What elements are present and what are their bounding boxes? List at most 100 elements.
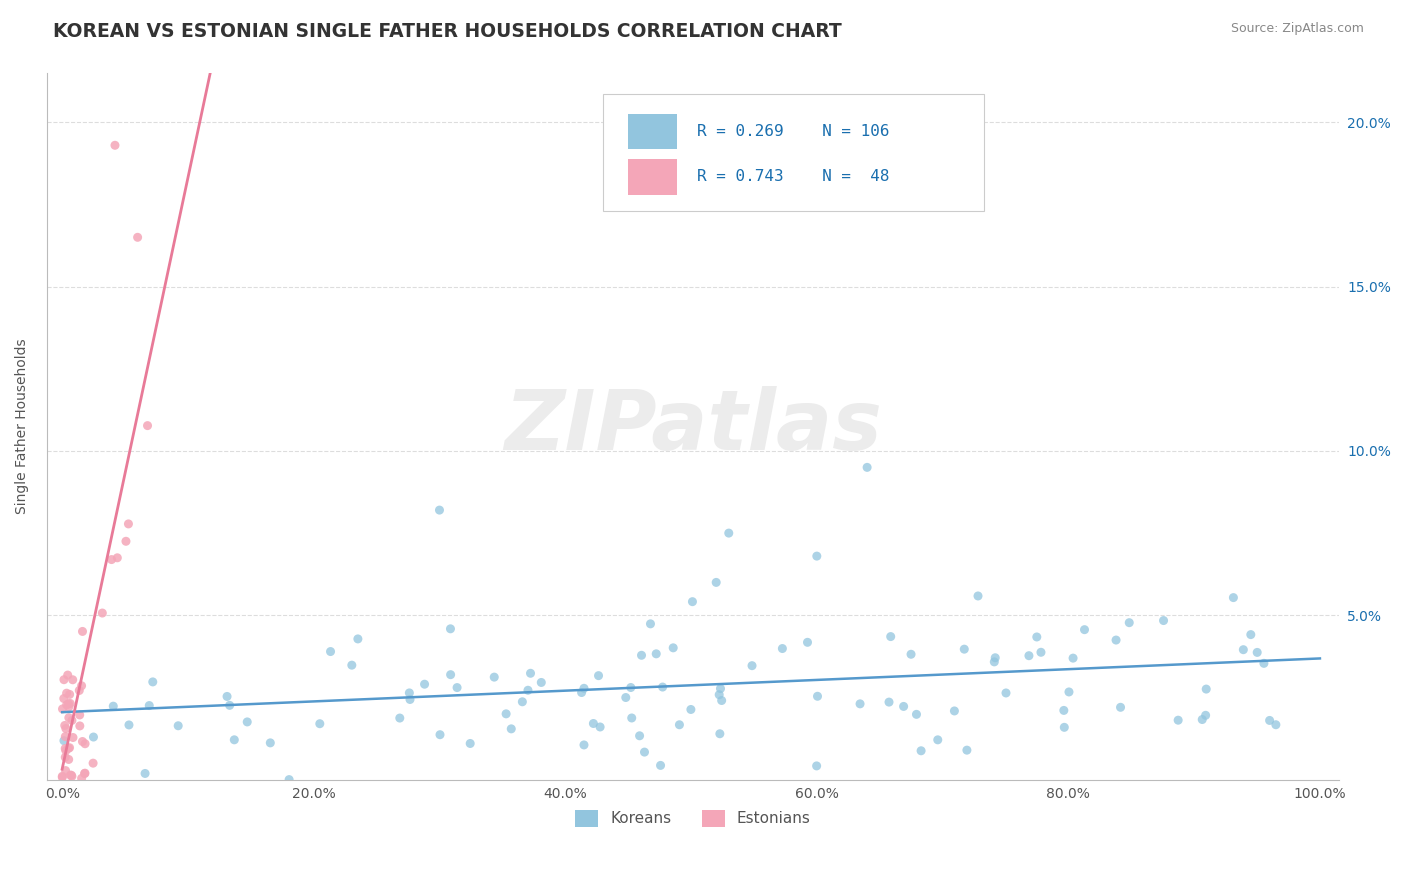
Point	[51, 770, 73, 784]
Point	[104, 138, 127, 153]
Point	[1240, 627, 1263, 641]
Point	[662, 640, 685, 655]
Point	[512, 695, 534, 709]
Point	[439, 622, 461, 636]
Point	[640, 616, 662, 631]
Point	[55, 722, 77, 736]
Point	[55, 686, 77, 700]
Point	[53, 730, 76, 744]
Point	[709, 688, 731, 702]
Point	[1053, 703, 1076, 717]
Point	[796, 635, 818, 649]
Point	[62, 731, 84, 745]
Point	[681, 595, 703, 609]
Point	[1191, 713, 1213, 727]
Point	[115, 534, 138, 549]
Point	[856, 460, 879, 475]
Point	[709, 727, 731, 741]
Point	[1025, 630, 1047, 644]
Point	[138, 698, 160, 713]
Point	[218, 698, 240, 713]
FancyBboxPatch shape	[628, 114, 678, 149]
Point	[588, 668, 610, 682]
Point	[388, 711, 411, 725]
Point	[52, 691, 75, 706]
Point	[60, 769, 83, 783]
Point	[53, 750, 76, 764]
Point	[62, 673, 84, 687]
Point	[519, 666, 541, 681]
Point	[995, 686, 1018, 700]
Point	[53, 718, 76, 732]
Point	[679, 702, 702, 716]
Point	[118, 718, 141, 732]
Point	[1029, 645, 1052, 659]
Point	[59, 768, 82, 782]
Point	[52, 733, 75, 747]
Point	[259, 736, 281, 750]
Point	[1246, 645, 1268, 659]
Point	[55, 744, 77, 758]
Point	[1195, 682, 1218, 697]
Point	[645, 647, 668, 661]
Point	[67, 683, 90, 698]
Point	[582, 716, 605, 731]
Point	[1253, 657, 1275, 671]
Point	[1194, 708, 1216, 723]
Point	[650, 758, 672, 772]
Point	[806, 549, 828, 563]
Point	[943, 704, 966, 718]
Point	[413, 677, 436, 691]
Point	[58, 740, 80, 755]
Point	[278, 772, 301, 787]
Point	[1062, 651, 1084, 665]
Point	[58, 697, 80, 711]
Point	[1118, 615, 1140, 630]
Point	[877, 695, 900, 709]
Point	[517, 683, 540, 698]
Point	[984, 650, 1007, 665]
Point	[893, 699, 915, 714]
Point	[58, 741, 80, 756]
Text: R = 0.743    N =  48: R = 0.743 N = 48	[697, 169, 890, 185]
Point	[770, 641, 793, 656]
Point	[710, 693, 733, 707]
Point	[530, 675, 553, 690]
Point	[59, 697, 82, 711]
Point	[709, 681, 731, 696]
Point	[1057, 685, 1080, 699]
Text: KOREAN VS ESTONIAN SINGLE FATHER HOUSEHOLDS CORRELATION CHART: KOREAN VS ESTONIAN SINGLE FATHER HOUSEHO…	[53, 22, 842, 41]
Point	[136, 418, 159, 433]
Point	[59, 687, 82, 701]
Point	[900, 647, 922, 661]
Y-axis label: Single Father Households: Single Father Households	[15, 338, 30, 514]
Point	[105, 550, 128, 565]
Point	[1109, 700, 1132, 714]
Point	[651, 680, 673, 694]
Point	[668, 718, 690, 732]
Point	[572, 681, 595, 696]
Point	[399, 692, 422, 706]
Point	[70, 772, 93, 786]
Point	[69, 719, 91, 733]
Point	[347, 632, 370, 646]
Point	[308, 716, 330, 731]
Point	[82, 756, 104, 771]
Point	[55, 764, 77, 778]
Point	[614, 690, 637, 705]
Point	[91, 606, 114, 620]
Point	[905, 707, 928, 722]
FancyBboxPatch shape	[603, 95, 984, 211]
Point	[70, 679, 93, 693]
Point	[58, 711, 80, 725]
Point	[1222, 591, 1244, 605]
Point	[633, 745, 655, 759]
Point	[429, 503, 451, 517]
Point	[51, 769, 73, 783]
Point	[53, 741, 76, 756]
Point	[58, 699, 80, 714]
Point	[236, 714, 259, 729]
Point	[628, 729, 651, 743]
Text: ZIPatlas: ZIPatlas	[503, 385, 882, 467]
Point	[849, 697, 872, 711]
